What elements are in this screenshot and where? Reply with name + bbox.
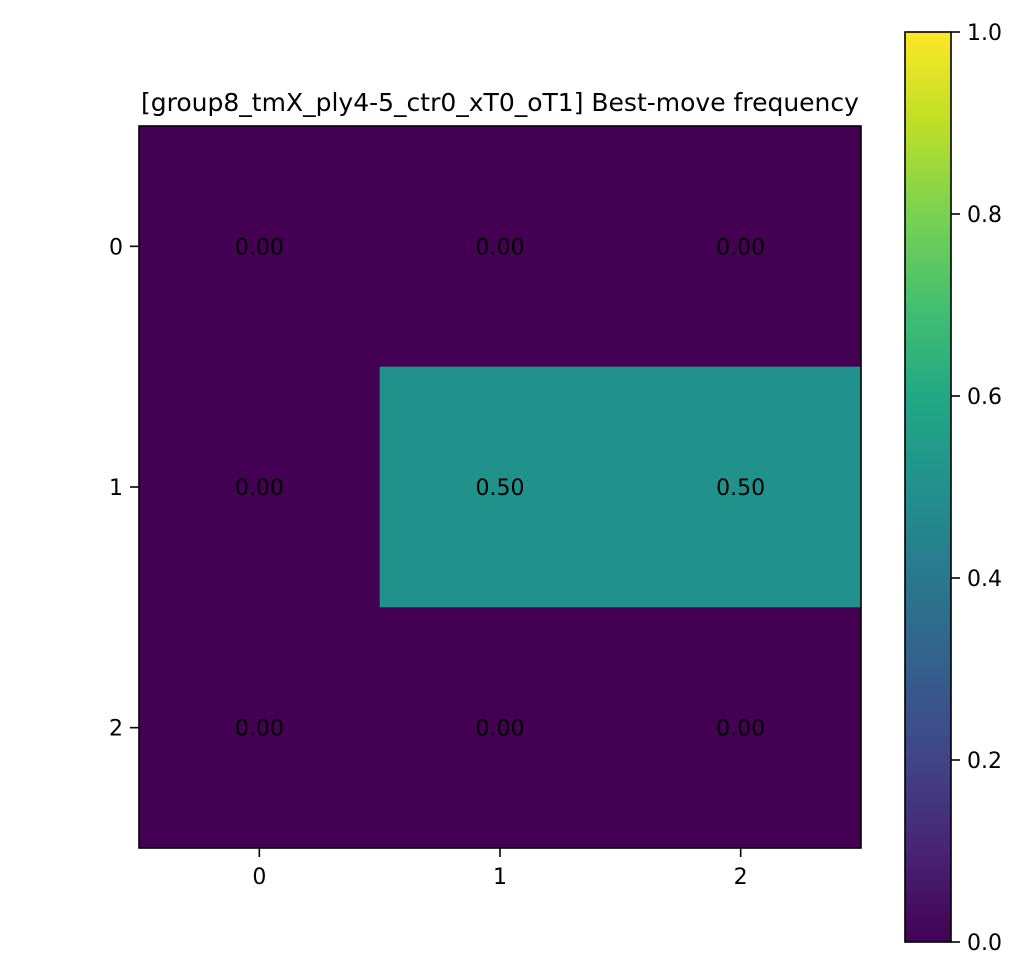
chart-title: [group8_tmX_ply4-5_ctr0_xT0_oT1] Best-mo… — [141, 88, 859, 117]
cell-value-label-r2-c1: 0.00 — [476, 717, 525, 742]
colorbar-ticks: 0.0 0.2 0.4 0.6 0.8 1.0 — [951, 21, 1002, 956]
cell-value-label-r1-c0: 0.00 — [235, 476, 284, 501]
colorbar-tick-label-5: 1.0 — [967, 21, 1002, 46]
y-tick-label-1: 1 — [109, 476, 123, 501]
heatmap-cell-r1-c1 — [379, 366, 621, 608]
heatmap-cell-r1-c2 — [620, 366, 862, 608]
y-tick-label-0: 0 — [109, 235, 123, 260]
cell-value-label-r0-c2: 0.00 — [716, 235, 765, 260]
colorbar-gradient — [905, 32, 951, 942]
heatmap-cell-r1-c0 — [139, 366, 381, 608]
heatmap-cells — [139, 126, 862, 849]
x-tick-label-2: 2 — [734, 865, 748, 890]
heatmap-cell-labels: 0.00 0.00 0.00 0.00 0.50 0.50 0.00 0.00 0.00 — [235, 235, 765, 741]
colorbar-tick-label-0: 0.0 — [967, 931, 1002, 956]
heatmap-cell-r0-c1 — [379, 126, 621, 368]
colorbar-tick-label-4: 0.8 — [967, 203, 1002, 228]
colorbar-tick-label-3: 0.6 — [967, 385, 1002, 410]
cell-value-label-r0-c0: 0.00 — [235, 235, 284, 260]
cell-value-label-r2-c0: 0.00 — [235, 717, 284, 742]
heatmap-cell-r0-c0 — [139, 126, 381, 368]
cell-value-label-r1-c1: 0.50 — [476, 476, 525, 501]
cell-value-label-r2-c2: 0.00 — [716, 717, 765, 742]
x-tick-label-1: 1 — [493, 865, 507, 890]
colorbar: 0.0 0.2 0.4 0.6 0.8 1.0 — [904, 21, 1002, 956]
colorbar-frame — [904, 31, 952, 943]
y-axis: 0 1 2 — [109, 235, 139, 742]
heatmap-cell-r0-c2 — [620, 126, 862, 368]
heatmap-cell-r2-c1 — [379, 607, 621, 849]
colorbar-tick-label-1: 0.2 — [967, 749, 1002, 774]
heatmap-cell-r2-c0 — [139, 607, 381, 849]
y-tick-label-2: 2 — [109, 717, 123, 742]
colorbar-tick-label-2: 0.4 — [967, 567, 1002, 592]
cell-value-label-r1-c2: 0.50 — [716, 476, 765, 501]
x-tick-label-0: 0 — [252, 865, 266, 890]
heatmap-cell-r2-c2 — [620, 607, 862, 849]
x-axis: 0 1 2 — [252, 848, 748, 890]
cell-value-label-r0-c1: 0.00 — [476, 235, 525, 260]
